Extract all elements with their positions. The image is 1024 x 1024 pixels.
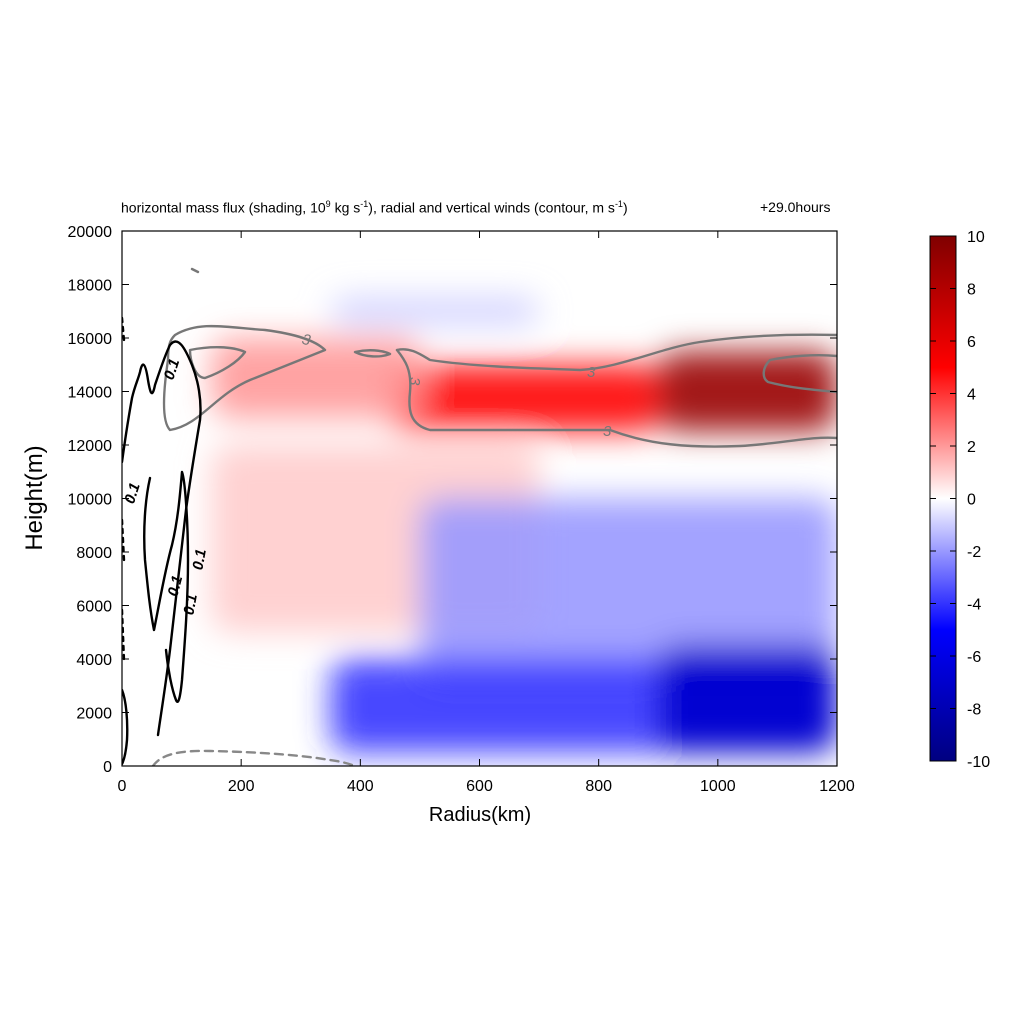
wind-contours xyxy=(122,267,837,766)
y-axis: 0 2000 4000 6000 8000 10000 12000 14000 16000 180… xyxy=(68,224,837,776)
x-tick-label: 1000 xyxy=(700,778,736,795)
plot-area xyxy=(122,231,837,766)
y-tick-label: 16000 xyxy=(68,331,113,348)
shading-region xyxy=(390,364,659,432)
shading-region xyxy=(211,338,420,419)
colorbar-tick-label: -4 xyxy=(967,597,981,614)
contour-label: 0.1 xyxy=(189,548,209,571)
colorbar-tick-label: 4 xyxy=(967,387,976,404)
colorbar-tick-label: 0 xyxy=(967,492,976,509)
x-tick-label: 800 xyxy=(585,778,612,795)
contour-label: 0.1 xyxy=(180,593,200,616)
y-tick-label: 14000 xyxy=(68,385,113,402)
contour-label: 0.1 xyxy=(165,574,187,599)
mass-flux-shading xyxy=(211,297,837,753)
colorbar-tick-label: -6 xyxy=(967,649,981,666)
radial-wind-contour xyxy=(190,267,200,274)
colorbar-tick-label: 6 xyxy=(967,334,976,351)
colorbar-tick-label: 2 xyxy=(967,439,976,456)
radial-wind-contour xyxy=(162,324,327,432)
contour-label: 3 xyxy=(406,377,423,386)
radial-wind-contour xyxy=(762,354,837,394)
contour-label: 3 xyxy=(603,423,612,440)
contour-labels: 3 3 3 3 0.1 0.1 0.1 0.1 0.1 xyxy=(121,331,612,616)
x-tick-label: 400 xyxy=(347,778,374,795)
colorbar-ticks: 10 8 6 4 2 0 -2 -4 -6 -8 -10 xyxy=(930,229,990,771)
shading-region xyxy=(658,645,837,753)
colorbar-tick-label: 8 xyxy=(967,282,976,299)
y-tick-label: 8000 xyxy=(76,545,112,562)
y-tick-label: 12000 xyxy=(68,438,113,455)
colorbar: 10 8 6 4 2 0 -2 -4 -6 -8 -10 xyxy=(929,229,990,771)
colorbar-tick-label: -10 xyxy=(967,754,990,771)
radial-wind-contour xyxy=(395,333,837,372)
x-tick-label: 600 xyxy=(466,778,493,795)
radial-wind-contour-negative xyxy=(151,749,357,766)
colorbar-tick-label: 10 xyxy=(967,229,985,246)
x-tick-label: 0 xyxy=(118,778,127,795)
x-tick-label: 200 xyxy=(228,778,255,795)
x-axis: 0 200 400 600 800 1000 1200 xyxy=(118,231,855,795)
contour-label: 3 xyxy=(587,364,596,381)
forecast-time-label: +29.0hours xyxy=(760,199,831,215)
y-tick-label: 0 xyxy=(103,759,112,776)
shading-region xyxy=(419,498,837,686)
vertical-wind-contour xyxy=(143,470,190,703)
x-axis-label: Radius(km) xyxy=(429,804,531,826)
y-tick-label: 20000 xyxy=(68,224,113,241)
vertical-wind-contour xyxy=(122,340,202,737)
chart-title: horizontal mass flux (shading, 109 kg s-… xyxy=(121,199,628,216)
contour-label: 0.1 xyxy=(121,481,144,506)
y-tick-label: 18000 xyxy=(68,278,113,295)
vertical-wind-contour xyxy=(122,688,129,766)
shading-region xyxy=(658,351,837,432)
y-tick-label: 10000 xyxy=(68,492,113,509)
contour-label: 0.1 xyxy=(161,357,184,382)
radial-wind-contour xyxy=(395,348,837,448)
x-tick-label: 1200 xyxy=(819,778,855,795)
radial-wind-contour xyxy=(353,349,392,358)
colorbar-tick-label: -2 xyxy=(967,544,981,561)
y-tick-label: 2000 xyxy=(76,706,112,723)
colorbar-tick-label: -8 xyxy=(967,702,981,719)
y-tick-label: 4000 xyxy=(76,652,112,669)
shading-region xyxy=(330,297,540,325)
y-tick-label: 6000 xyxy=(76,599,112,616)
y-axis-label: Height(m) xyxy=(21,445,48,550)
